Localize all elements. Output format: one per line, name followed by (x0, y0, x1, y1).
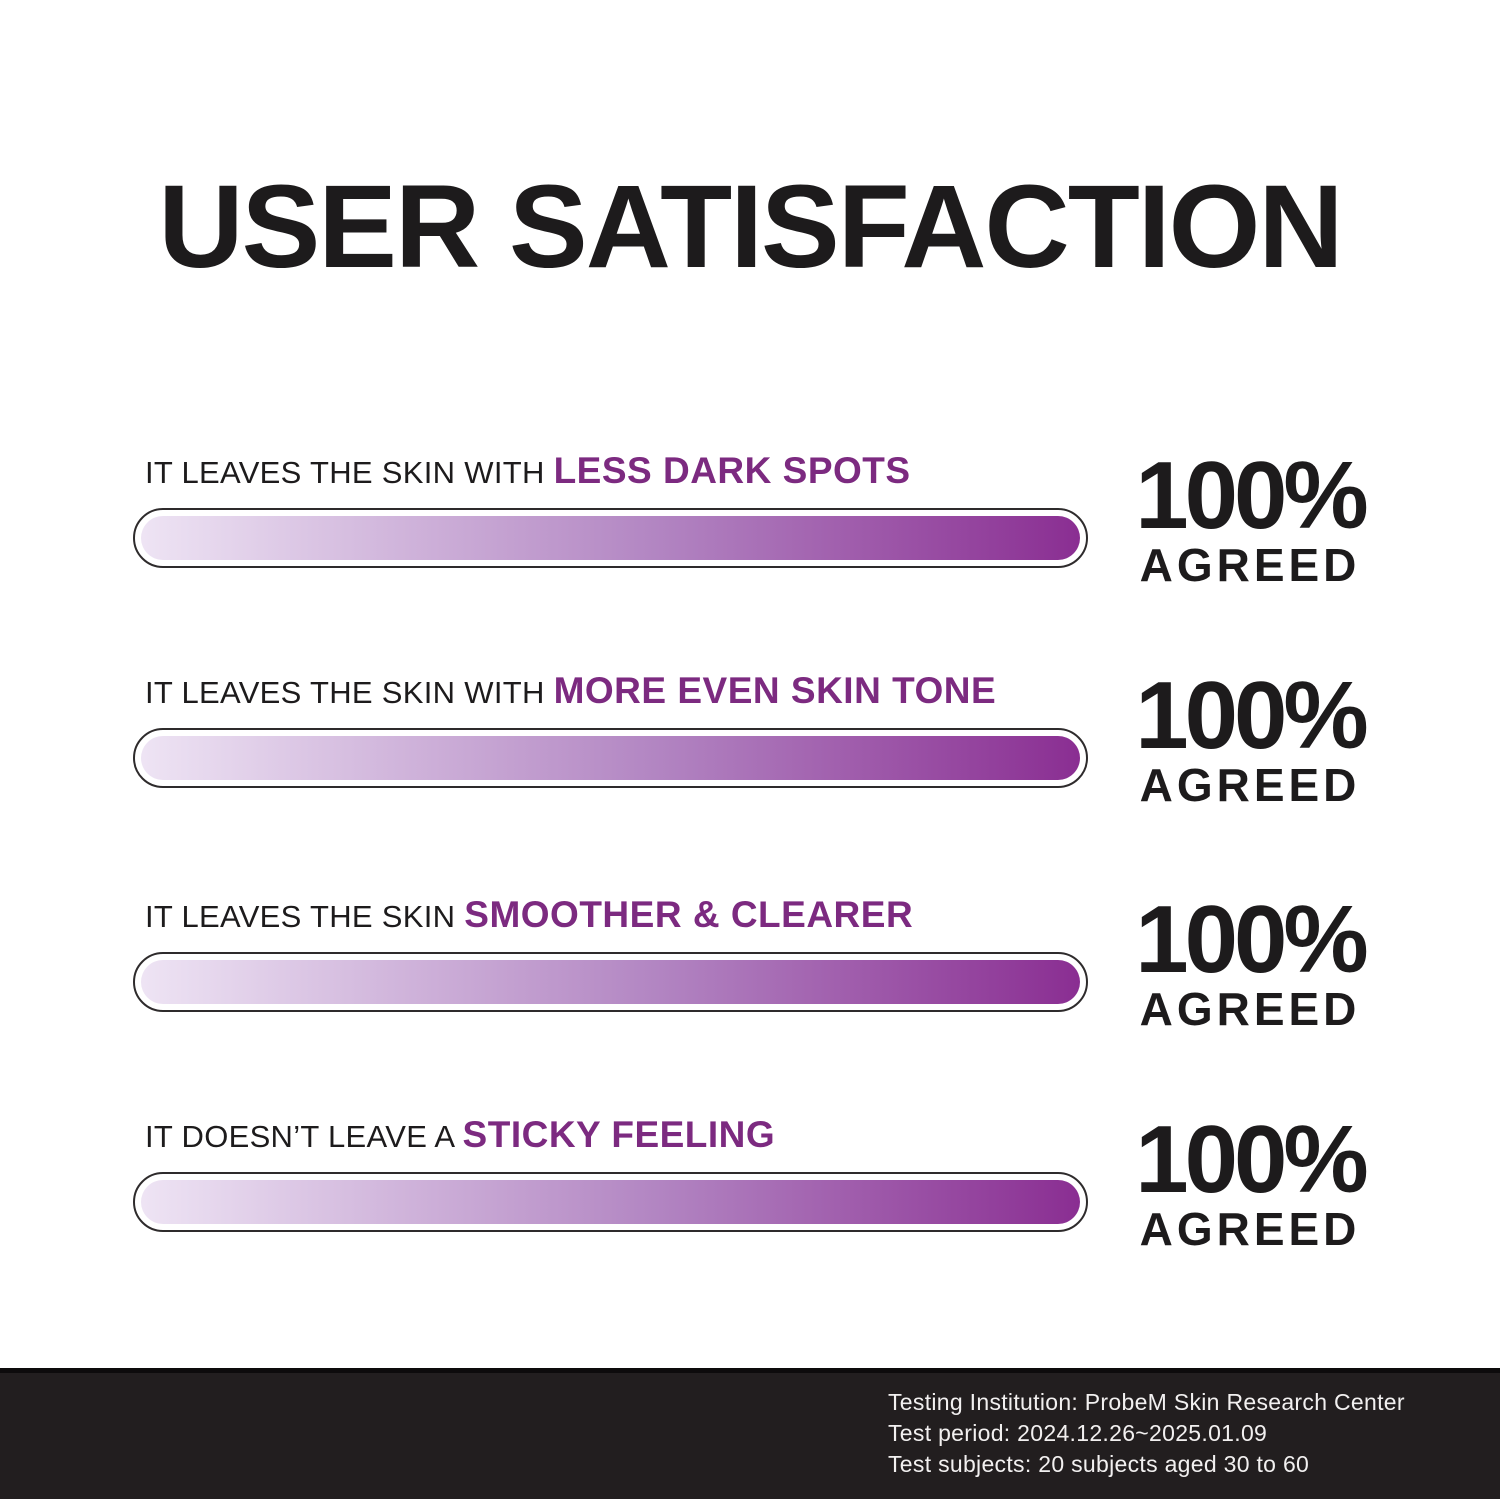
satisfaction-row-smoother-clearer: IT LEAVES THE SKIN SMOOTHER & CLEARER (133, 892, 1088, 1012)
stat-block: 100% AGREED (1120, 442, 1380, 592)
satisfaction-row-more-even-skin-tone: IT LEAVES THE SKIN WITH MORE EVEN SKIN T… (133, 668, 1088, 788)
progress-bar-fill (141, 736, 1080, 780)
footer: Testing Institution: ProbeM Skin Researc… (0, 1368, 1500, 1499)
row-label: IT DOESN’T LEAVE A STICKY FEELING (145, 1112, 1088, 1160)
agreed-label: AGREED (1139, 983, 1361, 1036)
row-label-highlight: MORE EVEN SKIN TONE (553, 670, 997, 711)
progress-bar-fill (141, 516, 1080, 560)
progress-bar-track (133, 952, 1088, 1012)
progress-bar-fill (141, 960, 1080, 1004)
row-label-highlight: STICKY FEELING (462, 1114, 776, 1155)
progress-bar-track (133, 728, 1088, 788)
row-label-prefix: IT LEAVES THE SKIN WITH (145, 455, 554, 490)
satisfaction-row-less-dark-spots: IT LEAVES THE SKIN WITH LESS DARK SPOTS (133, 448, 1088, 568)
percent-value: 100% (1135, 662, 1369, 769)
stat-block: 100% AGREED (1120, 662, 1380, 812)
percent-value: 100% (1135, 1106, 1369, 1213)
agreed-label: AGREED (1139, 539, 1361, 592)
footer-test-period: Test period: 2024.12.26~2025.01.09 (888, 1420, 1268, 1446)
percent-value: 100% (1135, 442, 1369, 549)
row-label: IT LEAVES THE SKIN WITH MORE EVEN SKIN T… (145, 668, 1088, 716)
footer-testing-institution: Testing Institution: ProbeM Skin Researc… (888, 1389, 1405, 1415)
progress-bar-fill (141, 1180, 1080, 1224)
stat-block: 100% AGREED (1120, 886, 1380, 1036)
row-label-highlight: SMOOTHER & CLEARER (464, 894, 914, 935)
row-label: IT LEAVES THE SKIN SMOOTHER & CLEARER (145, 892, 1088, 940)
page-title: USER SATISFACTION (158, 161, 1343, 293)
percent-value: 100% (1135, 886, 1369, 993)
agreed-label: AGREED (1139, 759, 1361, 812)
agreed-label: AGREED (1139, 1203, 1361, 1256)
progress-bar-track (133, 1172, 1088, 1232)
row-label-prefix: IT LEAVES THE SKIN WITH (145, 675, 554, 710)
row-label-highlight: LESS DARK SPOTS (553, 450, 911, 491)
progress-bar-track (133, 508, 1088, 568)
row-label: IT LEAVES THE SKIN WITH LESS DARK SPOTS (145, 448, 1088, 496)
footer-test-subjects: Test subjects: 20 subjects aged 30 to 60 (888, 1451, 1310, 1477)
stat-block: 100% AGREED (1120, 1106, 1380, 1256)
row-label-prefix: IT DOESN’T LEAVE A (145, 1119, 463, 1154)
row-label-prefix: IT LEAVES THE SKIN (145, 899, 465, 934)
satisfaction-row-sticky-feeling: IT DOESN’T LEAVE A STICKY FEELING (133, 1112, 1088, 1232)
footer-notes: Testing Institution: ProbeM Skin Researc… (888, 1387, 1405, 1480)
